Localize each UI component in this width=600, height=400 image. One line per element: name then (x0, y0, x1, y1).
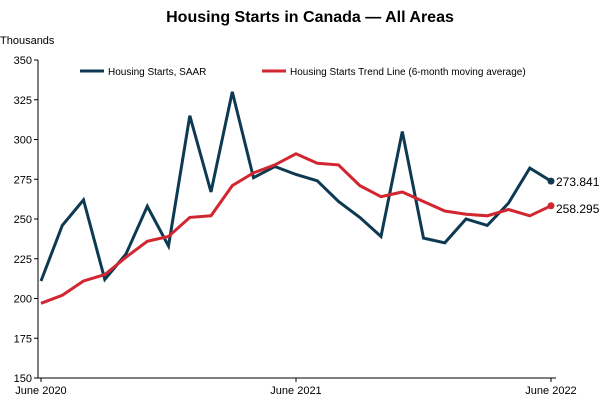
legend-label-saar: Housing Starts, SAAR (108, 67, 206, 78)
y-tick-label: 350 (14, 55, 32, 67)
y-tick-label: 175 (14, 333, 32, 345)
legend-label-trend: Housing Starts Trend Line (6-month movin… (290, 67, 526, 78)
x-tick-label: June 2021 (270, 385, 321, 397)
y-tick-label: 225 (14, 254, 32, 266)
y-tick-label: 150 (14, 373, 32, 385)
x-tick-label: June 2022 (525, 385, 576, 397)
series-line-saar (39, 91, 552, 283)
y-tick-label: 325 (14, 95, 32, 107)
y-tick-label: 275 (14, 174, 32, 186)
y-axis-label: Thousands (0, 35, 55, 47)
x-axis-ticks: June 2020 June 2021 June 2022 (15, 378, 577, 397)
y-tick-label: 200 (14, 294, 32, 306)
x-tick-label: June 2020 (15, 385, 66, 397)
end-point-saar (547, 177, 555, 185)
y-tick-label: 300 (14, 135, 32, 147)
end-point-trend (547, 202, 555, 210)
chart-title: Housing Starts in Canada — All Areas (166, 9, 454, 26)
y-tick-label: 250 (14, 214, 32, 226)
end-label-trend: 258.295 (556, 202, 600, 216)
end-label-saar: 273.841 (556, 175, 600, 189)
series-layer (39, 91, 555, 305)
y-axis-ticks: 150 175 200 225 250 275 300 325 350 (14, 55, 38, 385)
legend: Housing Starts, SAAR Housing Starts Tren… (80, 67, 526, 78)
series-line-trend (40, 152, 552, 305)
